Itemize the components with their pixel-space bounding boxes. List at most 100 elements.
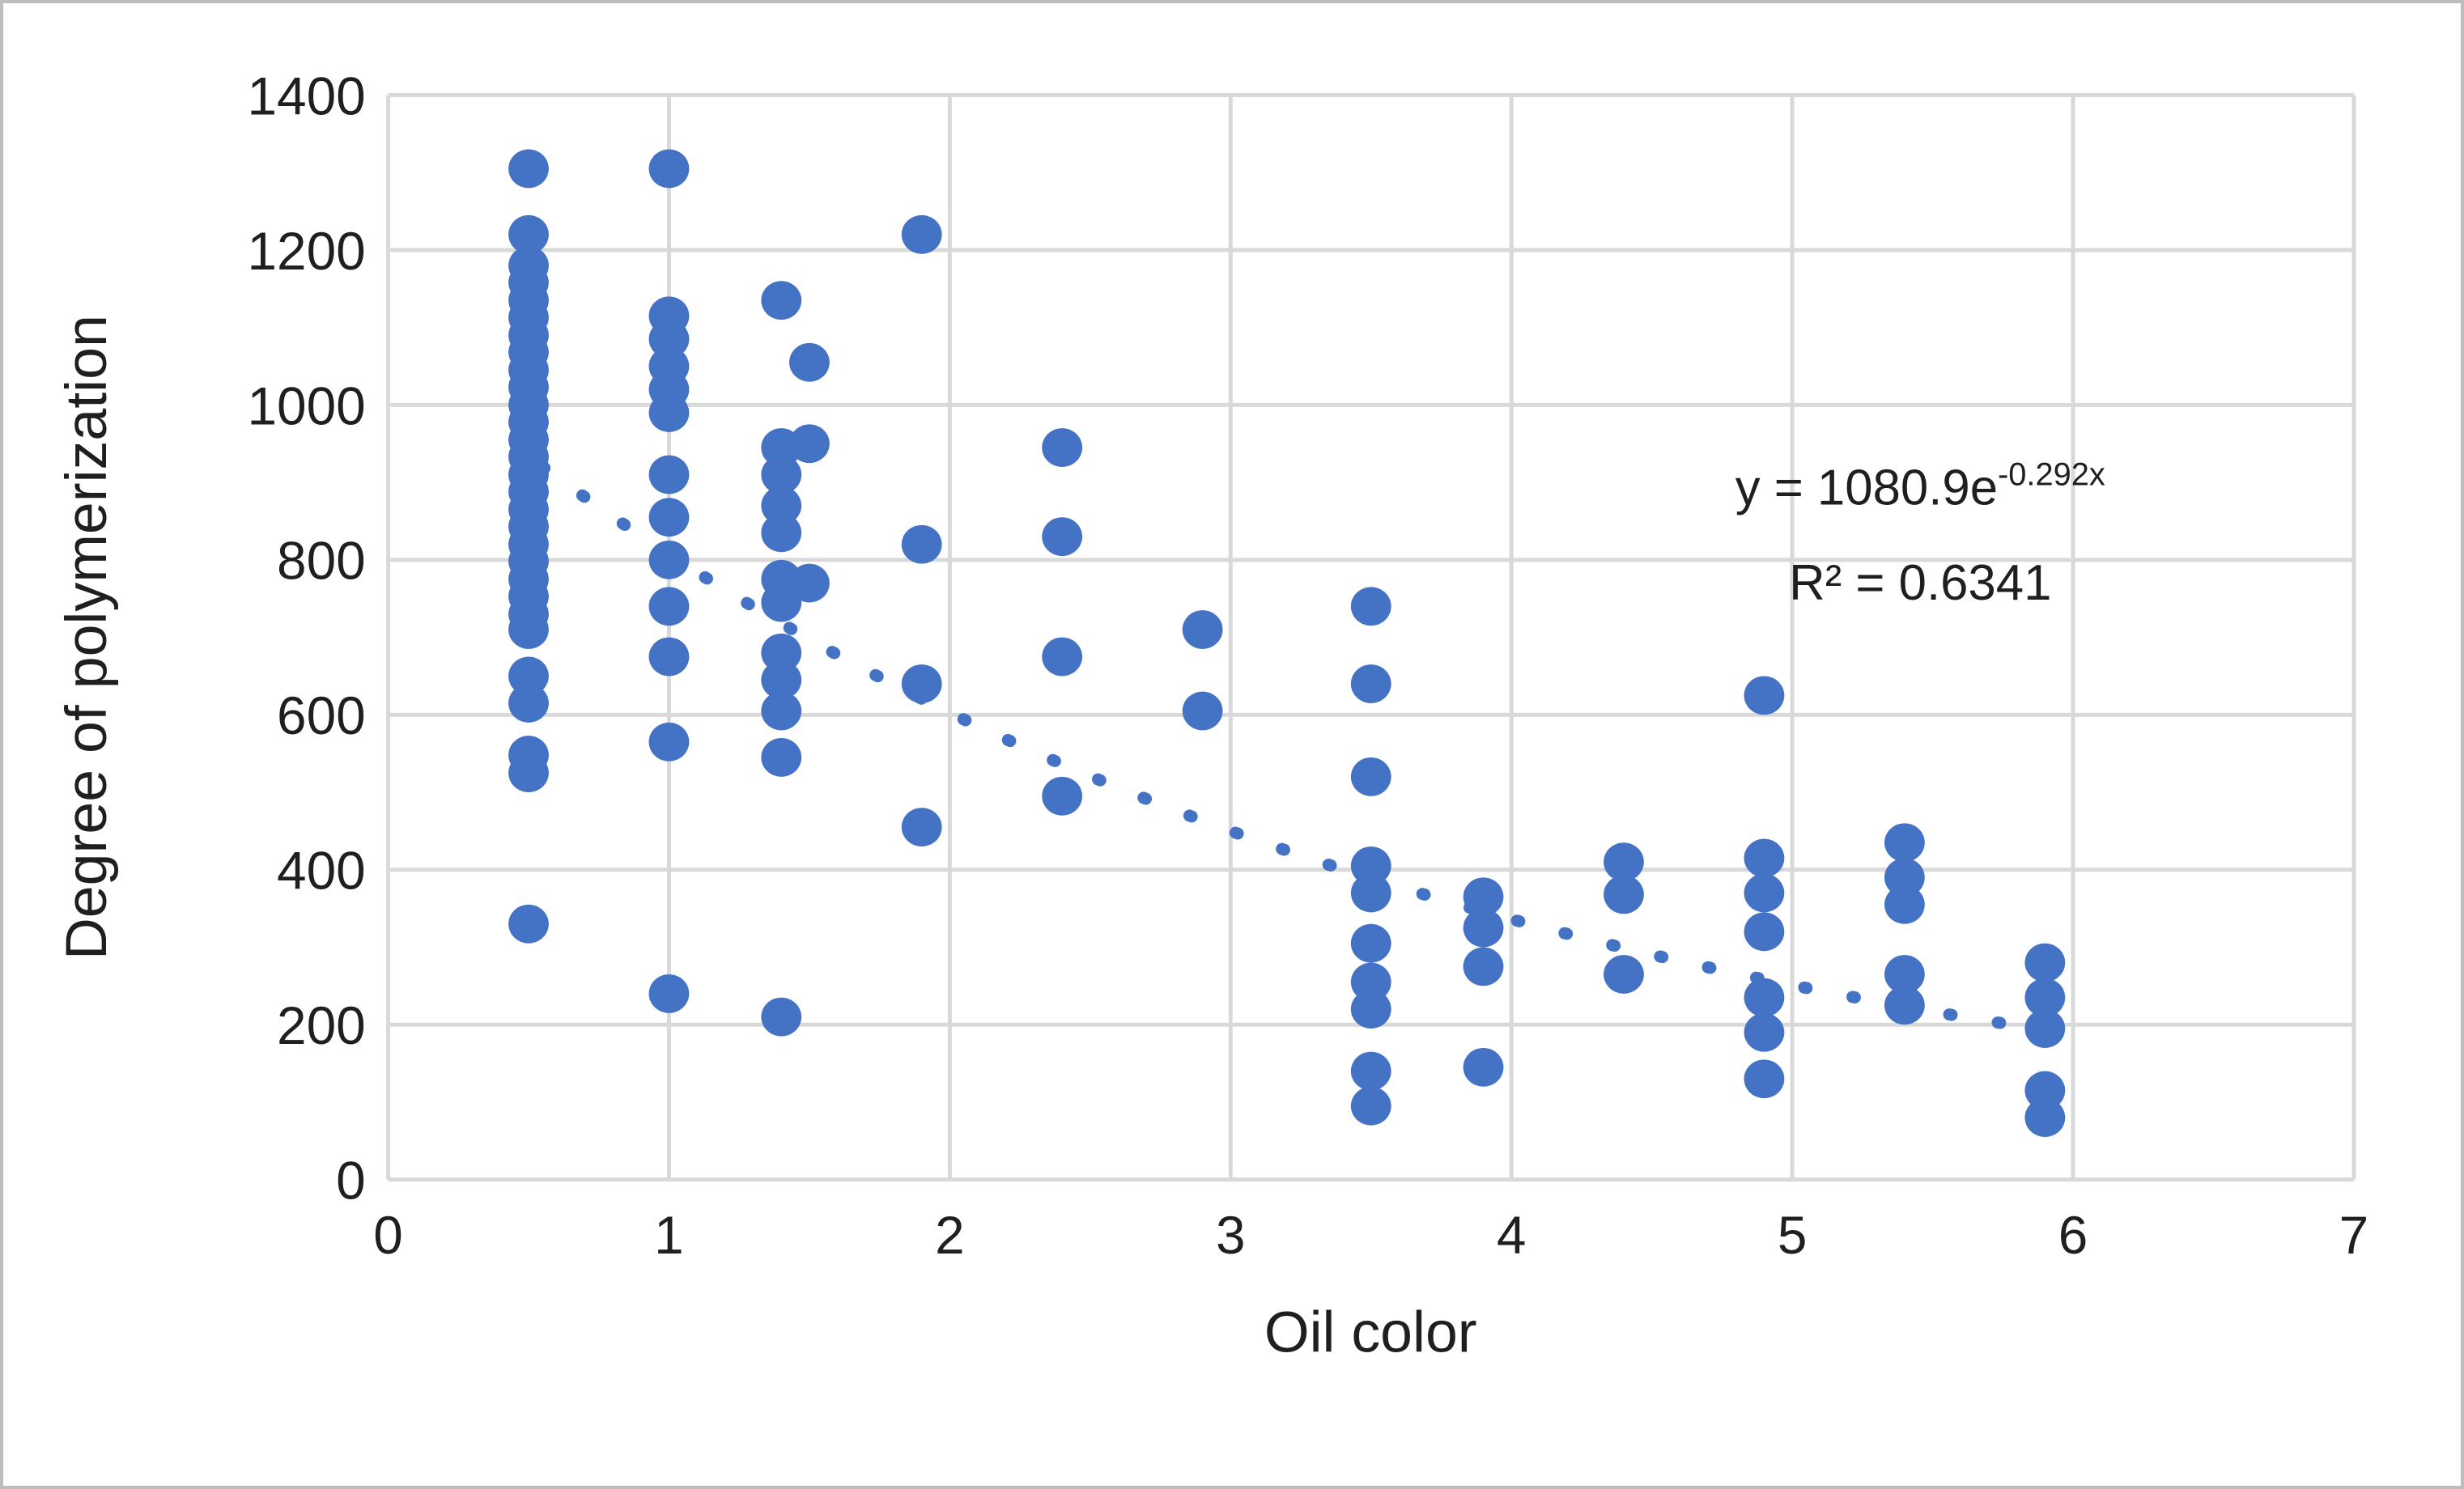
data-point	[2024, 1009, 2066, 1048]
data-point	[1604, 955, 1644, 994]
data-point	[1350, 664, 1391, 703]
data-point	[2024, 1098, 2066, 1137]
data-point	[761, 633, 802, 672]
data-point	[1350, 990, 1391, 1029]
x-tick-label: 5	[1778, 1206, 1808, 1265]
data-point	[648, 587, 690, 626]
equation-exponent: -0.292x	[1998, 456, 2105, 492]
data-point	[1744, 838, 1785, 878]
data-point	[2024, 943, 2066, 982]
data-point	[508, 753, 549, 792]
data-point	[1463, 908, 1504, 948]
data-point	[648, 498, 690, 537]
data-point	[1604, 875, 1644, 914]
x-axis-title: Oil color	[1264, 1300, 1477, 1365]
data-point	[1042, 428, 1083, 467]
data-point	[1744, 873, 1785, 913]
gridlines	[386, 93, 2356, 1182]
data-point	[1884, 884, 1925, 924]
data-point	[1744, 676, 1785, 715]
data-point	[1350, 923, 1391, 963]
data-point	[1182, 691, 1223, 731]
equation-base: y = 1080.9e	[1735, 460, 1998, 515]
data-point	[648, 722, 690, 761]
data-point	[1042, 517, 1083, 557]
data-point	[1744, 912, 1785, 952]
data-point	[1042, 637, 1083, 677]
data-point	[648, 393, 690, 432]
data-point	[901, 214, 942, 254]
data-point	[648, 540, 690, 579]
trendline-group	[536, 460, 2043, 1035]
data-point	[2024, 978, 2066, 1017]
data-point	[1604, 842, 1644, 882]
data-point	[1744, 978, 1785, 1017]
data-point	[508, 149, 549, 189]
data-point	[1463, 947, 1504, 986]
scatter-points	[508, 149, 2066, 1137]
scatter-chart: 0 200 400 600 800 1000 1200 1400 0 1 2 3 4 5 6 7 Degree…	[54, 66, 2369, 1365]
x-tick-label: 1	[654, 1206, 684, 1265]
trendline-equation: y = 1080.9e-0.292x	[1735, 456, 2105, 515]
data-point	[761, 691, 802, 731]
data-point	[1350, 1051, 1391, 1091]
data-point	[648, 455, 690, 494]
data-point	[1042, 776, 1083, 816]
data-point	[648, 974, 690, 1013]
data-point	[508, 656, 549, 696]
y-tick-label: 600	[277, 686, 366, 745]
data-point	[508, 684, 549, 723]
data-point	[1350, 587, 1391, 626]
data-point	[901, 808, 942, 846]
data-point	[761, 281, 802, 320]
data-point	[901, 664, 942, 703]
data-point	[761, 997, 802, 1037]
data-point	[789, 424, 830, 464]
data-point	[508, 904, 549, 944]
data-point	[1884, 955, 1925, 994]
data-point	[508, 610, 549, 649]
r-squared-label: R² = 0.6341	[1789, 555, 2051, 611]
data-point	[761, 455, 802, 494]
data-point	[1744, 1012, 1785, 1052]
data-point	[761, 583, 802, 622]
data-point	[761, 486, 802, 525]
data-point	[1884, 858, 1925, 897]
x-tick-label: 4	[1497, 1206, 1527, 1265]
data-point	[1350, 846, 1391, 885]
y-tick-label: 200	[277, 996, 366, 1055]
data-point	[761, 660, 802, 700]
y-tick-label: 400	[277, 842, 366, 901]
data-point	[1463, 1047, 1504, 1087]
x-tick-label: 6	[2058, 1206, 2088, 1265]
data-point	[1350, 757, 1391, 796]
data-point	[508, 214, 549, 254]
y-tick-label: 800	[277, 532, 366, 591]
y-tick-label: 1400	[248, 66, 366, 125]
data-point	[761, 513, 802, 553]
data-point	[1884, 986, 1925, 1025]
data-point	[648, 149, 690, 189]
data-point	[1350, 873, 1391, 913]
data-point	[901, 524, 942, 564]
data-point	[648, 320, 690, 358]
x-tick-label: 2	[935, 1206, 965, 1265]
x-tick-label: 7	[2339, 1206, 2369, 1265]
tick-labels: 0 200 400 600 800 1000 1200 1400 0 1 2 3 4 5 6 7	[248, 66, 2369, 1265]
x-tick-label: 3	[1216, 1206, 1246, 1265]
data-point	[789, 342, 830, 382]
data-point	[761, 738, 802, 777]
data-point	[1350, 1086, 1391, 1126]
data-point	[1463, 877, 1504, 917]
x-tick-label: 0	[373, 1206, 403, 1265]
y-tick-label: 1000	[248, 376, 366, 435]
data-point	[789, 563, 830, 603]
data-point	[1350, 962, 1391, 1002]
data-point	[648, 637, 690, 677]
y-axis-title: Degree of polymerization	[54, 315, 119, 960]
data-point	[2024, 1071, 2066, 1110]
y-tick-label: 0	[336, 1152, 366, 1211]
trendline	[536, 460, 2043, 1035]
data-point	[1884, 823, 1925, 863]
